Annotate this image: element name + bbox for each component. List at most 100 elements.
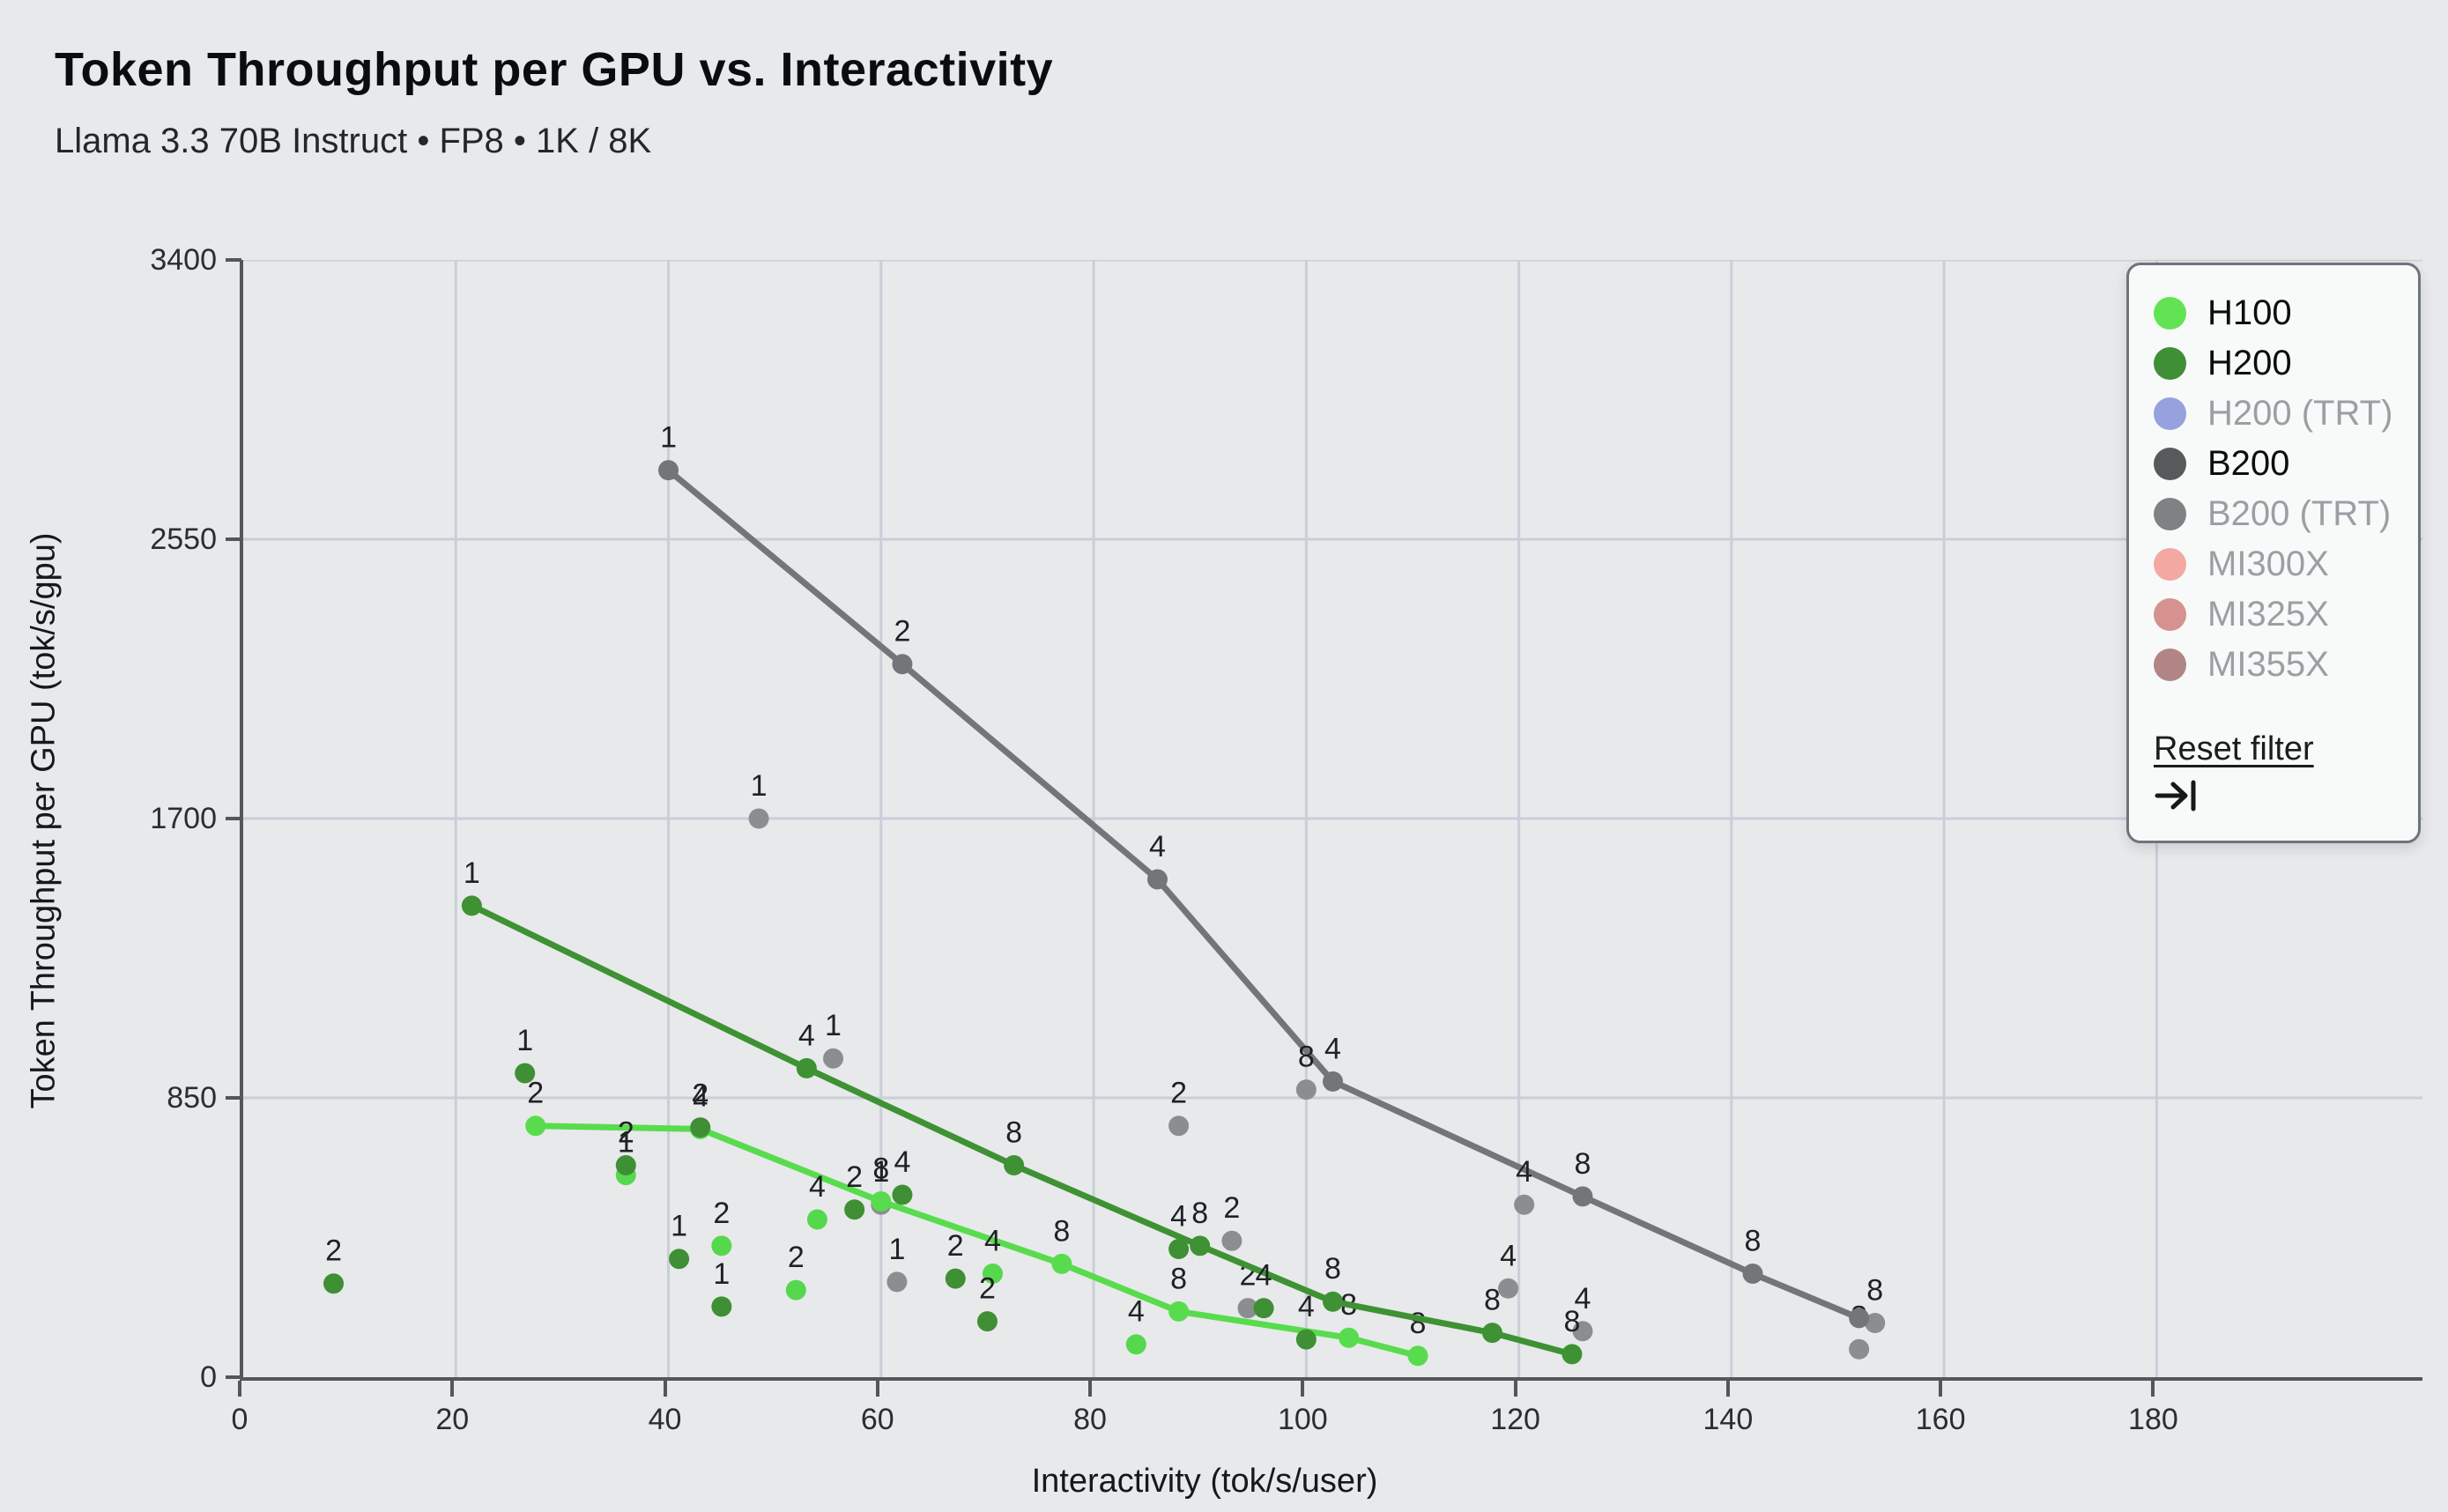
legend-items: H100 H200 H200 (TRT) B200 B200 (TRT) MI300X MI… [2154, 288, 2418, 690]
data-point-B200[interactable] [1498, 1278, 1519, 1299]
data-point-B200[interactable] [823, 1048, 844, 1069]
legend-item-H200[interactable]: H200 [2154, 338, 2418, 389]
y-tick-mark [226, 817, 241, 820]
data-point-H200[interactable] [1323, 1291, 1343, 1312]
data-point-B200[interactable] [1849, 1338, 1870, 1360]
legend-item-H100[interactable]: H100 [2154, 288, 2418, 338]
point-label: 1 [751, 769, 768, 803]
point-label: 1 [464, 856, 480, 890]
legend-item-H200-TRT[interactable]: H200 (TRT) [2154, 389, 2418, 439]
data-point-H200[interactable] [711, 1296, 732, 1317]
data-point-B200[interactable] [1146, 869, 1168, 890]
legend-reset-section: Reset filter [2154, 730, 2418, 814]
data-point-H100[interactable] [982, 1264, 1003, 1285]
data-point-H100[interactable] [871, 1190, 892, 1212]
y-tick-label: 1700 [150, 802, 217, 835]
x-tick-mark [450, 1381, 455, 1397]
data-point-H200[interactable] [515, 1063, 536, 1084]
point-label: 8 [1866, 1273, 1883, 1307]
data-point-H200[interactable] [1190, 1235, 1211, 1256]
data-point-H200[interactable] [461, 895, 482, 916]
point-label: 1 [671, 1210, 687, 1243]
legend-swatch-icon [2154, 397, 2186, 430]
x-tick-label: 40 [648, 1403, 682, 1436]
page-subtitle: Llama 3.3 70B Instruct • FP8 • 1K / 8K [55, 122, 652, 160]
data-point-B200[interactable] [1295, 1079, 1317, 1101]
data-point-B200[interactable] [1865, 1312, 1886, 1333]
data-point-H200[interactable] [615, 1154, 636, 1175]
legend-swatch-icon [2154, 347, 2186, 380]
data-point-H200[interactable] [892, 1184, 913, 1205]
data-point-H100[interactable] [1407, 1345, 1428, 1367]
y-tick-mark [226, 537, 241, 541]
data-point-B200[interactable] [1168, 1115, 1190, 1137]
data-point-B200[interactable] [1572, 1321, 1593, 1342]
data-point-H200[interactable] [323, 1273, 345, 1294]
legend-item-B200[interactable]: B200 [2154, 439, 2418, 489]
data-point-B200[interactable] [748, 808, 769, 829]
data-point-H200[interactable] [976, 1311, 998, 1332]
point-label: 8 [1324, 1252, 1341, 1286]
y-tick-label: 0 [200, 1360, 217, 1394]
data-point-B200[interactable] [1572, 1186, 1593, 1207]
data-point-B200[interactable] [1237, 1298, 1258, 1319]
data-point-B200[interactable] [1323, 1071, 1343, 1092]
legend-swatch-icon [2154, 448, 2186, 480]
data-point-H200[interactable] [1562, 1344, 1583, 1365]
data-point-H100[interactable] [1051, 1253, 1072, 1274]
point-label: 4 [809, 1170, 826, 1204]
legend-item-label: B200 (TRT) [2207, 494, 2392, 533]
data-point-H100[interactable] [1125, 1334, 1146, 1355]
data-point-H100[interactable] [711, 1235, 732, 1256]
data-point-H200[interactable] [796, 1057, 817, 1078]
x-tick-mark [1725, 1381, 1730, 1397]
data-point-H200[interactable] [1481, 1323, 1502, 1344]
data-point-B200[interactable] [886, 1271, 908, 1293]
point-label: 1 [516, 1024, 533, 1057]
legend-item-label: B200 [2207, 444, 2290, 483]
data-point-H200[interactable] [1168, 1239, 1190, 1260]
legend-item-MI300X[interactable]: MI300X [2154, 539, 2418, 589]
data-point-H200[interactable] [1253, 1298, 1274, 1319]
reset-filter-link[interactable]: Reset filter [2154, 730, 2314, 767]
x-tick-label: 160 [1915, 1403, 1966, 1436]
legend-item-MI355X[interactable]: MI355X [2154, 640, 2418, 690]
data-point-B200[interactable] [1742, 1264, 1763, 1285]
point-label: 8 [1410, 1307, 1427, 1340]
point-label: 8 [1563, 1305, 1580, 1338]
point-label: 8 [1484, 1284, 1501, 1317]
data-point-B200[interactable] [1221, 1230, 1243, 1251]
data-point-H200[interactable] [1004, 1154, 1025, 1175]
data-point-H100[interactable] [1168, 1301, 1190, 1322]
chart-canvas: 1111222844488124488122444248888821212124… [243, 260, 2422, 1377]
data-point-H200[interactable] [690, 1117, 711, 1138]
data-point-H100[interactable] [525, 1115, 546, 1137]
point-label: 4 [692, 1079, 708, 1113]
data-point-B200[interactable] [1514, 1194, 1535, 1215]
data-point-B200[interactable] [1849, 1308, 1870, 1329]
arrow-to-bar-icon[interactable] [2154, 777, 2199, 814]
legend-item-B200-TRT[interactable]: B200 (TRT) [2154, 489, 2418, 539]
data-point-H100[interactable] [806, 1209, 827, 1230]
x-tick-mark [2151, 1381, 2155, 1397]
series-B200: 1111222844488124488 [658, 421, 1886, 1360]
point-label: 4 [1500, 1239, 1517, 1272]
legend-item-MI325X[interactable]: MI325X [2154, 589, 2418, 640]
x-tick-label: 120 [1490, 1403, 1540, 1436]
data-point-H100[interactable] [1339, 1327, 1360, 1348]
point-label: 2 [947, 1229, 964, 1263]
chart-legend: H100 H200 H200 (TRT) B200 B200 (TRT) MI300X MI… [2126, 263, 2421, 843]
data-point-B200[interactable] [892, 654, 913, 675]
data-point-H200[interactable] [844, 1199, 865, 1220]
point-label: 8 [872, 1152, 889, 1185]
data-point-B200[interactable] [658, 460, 679, 481]
data-point-H200[interactable] [669, 1249, 690, 1270]
data-point-H200[interactable] [1295, 1329, 1317, 1350]
data-point-H200[interactable] [945, 1268, 966, 1289]
point-label: 8 [1745, 1225, 1762, 1258]
x-tick-label: 180 [2128, 1403, 2178, 1436]
legend-swatch-icon [2154, 649, 2186, 681]
data-point-H100[interactable] [785, 1279, 806, 1301]
point-label: 4 [1170, 1200, 1187, 1234]
